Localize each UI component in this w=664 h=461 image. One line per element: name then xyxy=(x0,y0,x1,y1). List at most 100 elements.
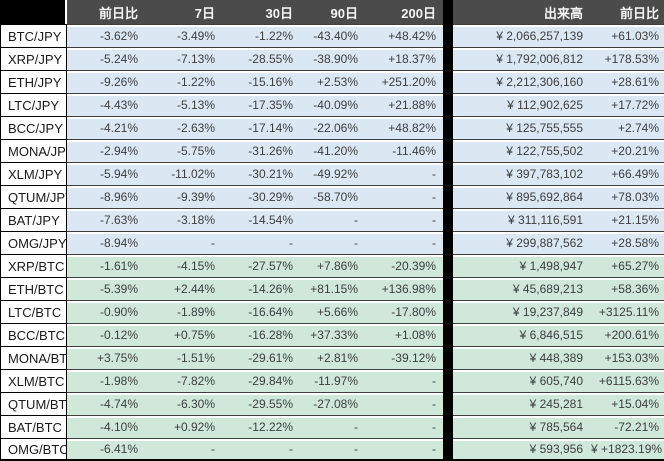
change-7d: - xyxy=(145,231,222,254)
change-90d: - xyxy=(300,415,365,438)
change-90d: -49.92% xyxy=(300,162,365,185)
table-row: ETH/BTC -5.39% +2.44% -14.26% +81.15% +1… xyxy=(0,277,664,300)
change-200d: - xyxy=(365,208,443,231)
volume-1d-change: +20.21% xyxy=(590,139,664,162)
change-200d: - xyxy=(365,231,443,254)
change-1d: -6.41% xyxy=(67,438,145,461)
change-1d: -8.94% xyxy=(67,231,145,254)
table-row: BCC/JPY -4.21% -2.63% -17.14% -22.06% +4… xyxy=(0,116,664,139)
section-divider-bar xyxy=(443,93,453,116)
volume: ¥ 605,740 xyxy=(453,369,590,392)
section-divider-bar xyxy=(443,346,453,369)
change-90d: -11.97% xyxy=(300,369,365,392)
change-30d: -17.35% xyxy=(222,93,300,116)
col-header-1d-change: 前日比 xyxy=(67,0,145,24)
header-row: 前日比 7日 30日 90日 200日 出来高 前日比 xyxy=(0,0,664,24)
table-row: MONA/JPY -2.94% -5.75% -31.26% -41.20% -… xyxy=(0,139,664,162)
volume: ¥ 311,116,591 xyxy=(453,208,590,231)
section-divider-bar xyxy=(443,185,453,208)
table-row: BAT/JPY -7.63% -3.18% -14.54% - - ¥ 311,… xyxy=(0,208,664,231)
change-1d: -9.26% xyxy=(67,70,145,93)
volume-1d-change: +153.03% xyxy=(590,346,664,369)
section-divider-bar xyxy=(443,415,453,438)
change-90d: +81.15% xyxy=(300,277,365,300)
change-1d: +3.75% xyxy=(67,346,145,369)
change-200d: - xyxy=(365,415,443,438)
volume: ¥ 593,956 xyxy=(453,438,590,461)
change-90d: +7.86% xyxy=(300,254,365,277)
volume-1d-change: +58.36% xyxy=(590,277,664,300)
pair-label: BCC/JPY xyxy=(0,116,67,139)
volume-1d-change: +21.15% xyxy=(590,208,664,231)
volume: ¥ 6,846,515 xyxy=(453,323,590,346)
table-row: XRP/BTC -1.61% -4.15% -27.57% +7.86% -20… xyxy=(0,254,664,277)
change-90d: -22.06% xyxy=(300,116,365,139)
change-200d: +48.82% xyxy=(365,116,443,139)
change-1d: -1.98% xyxy=(67,369,145,392)
change-90d: -43.40% xyxy=(300,24,365,47)
change-7d: -1.22% xyxy=(145,70,222,93)
volume-1d-change: +61.03% xyxy=(590,24,664,47)
table-row: BAT/BTC -4.10% +0.92% -12.22% - - ¥ 785,… xyxy=(0,415,664,438)
volume-1d-change: +178.53% xyxy=(590,47,664,70)
volume-1d-change: +66.49% xyxy=(590,162,664,185)
section-divider-bar xyxy=(443,231,453,254)
table-body: BTC/JPY -3.62% -3.49% -1.22% -43.40% +48… xyxy=(0,24,664,461)
change-200d: +18.37% xyxy=(365,47,443,70)
change-200d: +136.98% xyxy=(365,277,443,300)
table-row: XLM/JPY -5.94% -11.02% -30.21% -49.92% -… xyxy=(0,162,664,185)
section-divider-bar xyxy=(443,300,453,323)
change-7d: -9.39% xyxy=(145,185,222,208)
change-7d: -3.18% xyxy=(145,208,222,231)
change-30d: - xyxy=(222,438,300,461)
volume: ¥ 895,692,864 xyxy=(453,185,590,208)
change-90d: +5.66% xyxy=(300,300,365,323)
pair-label: MONA/BTC xyxy=(0,346,67,369)
change-1d: -4.43% xyxy=(67,93,145,116)
change-30d: -15.16% xyxy=(222,70,300,93)
change-1d: -4.10% xyxy=(67,415,145,438)
change-200d: +48.42% xyxy=(365,24,443,47)
col-header-volume-1d-change: 前日比 xyxy=(590,0,664,24)
volume: ¥ 299,887,562 xyxy=(453,231,590,254)
volume-1d-change: -72.21% xyxy=(590,415,664,438)
change-200d: +21.88% xyxy=(365,93,443,116)
col-header-7d: 7日 xyxy=(145,0,222,24)
change-30d: -14.54% xyxy=(222,208,300,231)
col-header-90d: 90日 xyxy=(300,0,365,24)
change-30d: -16.28% xyxy=(222,323,300,346)
volume: ¥ 125,755,555 xyxy=(453,116,590,139)
change-200d: - xyxy=(365,185,443,208)
change-7d: -11.02% xyxy=(145,162,222,185)
change-7d: -2.63% xyxy=(145,116,222,139)
change-90d: -27.08% xyxy=(300,392,365,415)
change-7d: -4.15% xyxy=(145,254,222,277)
pair-label: MONA/JPY xyxy=(0,139,67,162)
section-divider-bar xyxy=(443,254,453,277)
table-row: XRP/JPY -5.24% -7.13% -28.55% -38.90% +1… xyxy=(0,47,664,70)
change-200d: -17.80% xyxy=(365,300,443,323)
change-30d: -30.29% xyxy=(222,185,300,208)
col-header-200d: 200日 xyxy=(365,0,443,24)
volume-1d-change: +28.58% xyxy=(590,231,664,254)
volume-1d-change: +2.74% xyxy=(590,116,664,139)
change-1d: -2.94% xyxy=(67,139,145,162)
change-7d: -5.75% xyxy=(145,139,222,162)
change-7d: +0.75% xyxy=(145,323,222,346)
change-1d: -0.90% xyxy=(67,300,145,323)
change-200d: - xyxy=(365,369,443,392)
section-divider-bar xyxy=(443,392,453,415)
volume: ¥ 122,755,502 xyxy=(453,139,590,162)
volume: ¥ 112,902,625 xyxy=(453,93,590,116)
change-200d: -11.46% xyxy=(365,139,443,162)
pair-label: XLM/BTC xyxy=(0,369,67,392)
change-30d: -14.26% xyxy=(222,277,300,300)
change-30d: -28.55% xyxy=(222,47,300,70)
change-200d: - xyxy=(365,392,443,415)
change-200d: +251.20% xyxy=(365,70,443,93)
volume-1d-change: ¥ +1823.19% xyxy=(590,438,664,461)
change-7d: +0.92% xyxy=(145,415,222,438)
change-1d: -5.39% xyxy=(67,277,145,300)
change-1d: -4.21% xyxy=(67,116,145,139)
